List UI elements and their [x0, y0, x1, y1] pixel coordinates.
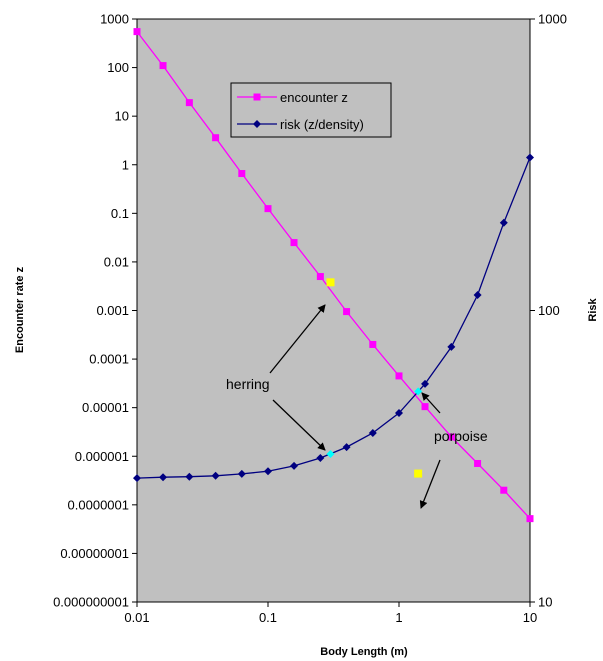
- left-tick-label: 0.0000001: [68, 497, 129, 512]
- legend-marker-risk: [253, 120, 261, 128]
- data-point-risk: [342, 443, 351, 452]
- left-axis-title: Encounter rate z: [14, 266, 26, 353]
- data-point-risk: [368, 428, 377, 437]
- data-point-encounter: [369, 340, 377, 348]
- x-axis-ticks: 0.01 0.1 1 10: [124, 602, 537, 625]
- legend-label-risk: risk (z/density): [280, 117, 364, 132]
- left-tick-label: 0.01: [104, 254, 129, 269]
- arrow-herring-encounter: [269, 304, 326, 374]
- left-tick-label: 0.00000001: [60, 546, 129, 561]
- x-tick-label: 0.01: [124, 610, 149, 625]
- data-point-encounter: [159, 62, 167, 70]
- data-point-risk: [159, 473, 168, 482]
- right-tick-label: 10: [538, 595, 552, 610]
- left-tick-label: 100: [107, 60, 129, 75]
- data-point-risk: [421, 379, 430, 388]
- left-tick-label: 0.00001: [82, 400, 129, 415]
- arrow-porpoise-risk: [421, 392, 441, 414]
- legend: encounter z risk (z/density): [230, 82, 392, 138]
- data-point-risk: [133, 474, 141, 483]
- legend-label-encounter: encounter z: [280, 90, 348, 105]
- series-line-risk: [136, 157, 531, 479]
- annotation-porpoise: porpoise: [434, 428, 488, 444]
- data-point-encounter: [290, 239, 298, 247]
- series-line-encounter: [136, 31, 531, 520]
- highlight-point-encounter: [414, 469, 423, 478]
- data-point-risk: [211, 471, 220, 480]
- annotation-arrows: [269, 304, 441, 509]
- arrow-porpoise-encounter: [419, 459, 441, 509]
- right-axis-title: Risk: [587, 298, 599, 322]
- left-axis-ticks: 0.000000001 0.00000001 0.0000001 0.000001 0.…: [53, 12, 137, 610]
- data-point-risk: [237, 469, 246, 478]
- x-tick-label: 0.1: [259, 610, 277, 625]
- highlight-point-risk: [414, 387, 423, 396]
- data-point-encounter: [185, 99, 193, 107]
- data-point-encounter: [447, 433, 455, 441]
- x-tick-label: 1: [395, 610, 402, 625]
- data-point-encounter: [343, 308, 351, 316]
- right-tick-label: 100: [538, 303, 560, 318]
- x-tick-label: 10: [523, 610, 537, 625]
- highlight-point-encounter: [326, 278, 335, 287]
- arrow-herring-risk: [272, 399, 326, 451]
- left-tick-label: 0.0001: [89, 352, 129, 367]
- data-point-encounter: [238, 170, 246, 178]
- annotation-herring: herring: [226, 376, 270, 392]
- data-point-encounter: [500, 486, 508, 494]
- left-tick-label: 0.1: [111, 206, 129, 221]
- data-point-encounter: [395, 372, 403, 380]
- data-point-encounter: [264, 205, 272, 213]
- left-tick-label: 0.001: [96, 303, 129, 318]
- data-point-risk: [526, 153, 534, 162]
- data-point-encounter: [421, 403, 429, 411]
- series-layer: [133, 28, 534, 523]
- data-point-encounter: [526, 515, 534, 523]
- data-point-risk: [473, 291, 482, 300]
- data-point-risk: [395, 409, 403, 418]
- left-tick-label: 1: [122, 157, 129, 172]
- left-tick-label: 1000: [100, 12, 129, 27]
- data-point-encounter: [133, 28, 141, 36]
- data-point-risk: [264, 467, 272, 476]
- data-point-risk: [316, 453, 325, 462]
- right-axis-ticks: 10 100 1000: [530, 12, 567, 610]
- data-point-risk: [499, 218, 508, 227]
- left-tick-label: 10: [115, 109, 129, 124]
- highlight-layer: [326, 278, 423, 478]
- x-axis-title: Body Length (m): [320, 646, 408, 658]
- data-point-risk: [290, 461, 299, 470]
- highlight-point-risk: [326, 449, 335, 458]
- legend-marker-encounter: [253, 93, 261, 101]
- left-tick-label: 0.000001: [75, 449, 129, 464]
- right-tick-label: 1000: [538, 12, 567, 27]
- data-point-encounter: [474, 459, 482, 467]
- data-point-encounter: [316, 273, 324, 281]
- left-tick-label: 0.000000001: [53, 595, 129, 610]
- data-point-risk: [447, 342, 456, 351]
- data-point-encounter: [212, 134, 220, 142]
- data-point-risk: [185, 472, 194, 481]
- legend-box: [230, 82, 392, 138]
